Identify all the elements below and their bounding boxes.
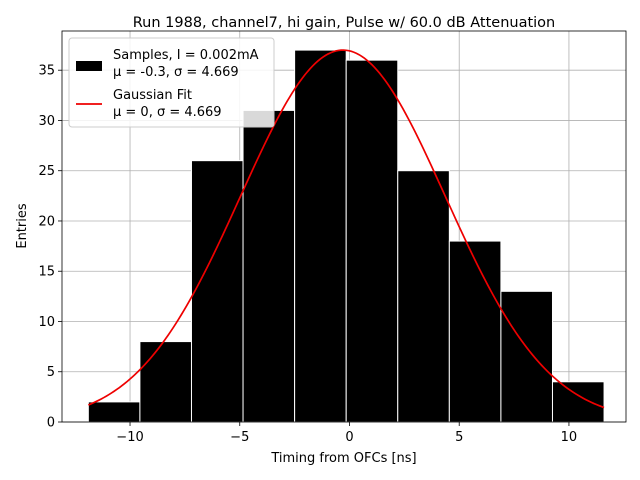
y-tick-label: 5 (47, 365, 55, 380)
legend-fit-label: Gaussian Fit (113, 88, 192, 103)
x-tick-label: 0 (345, 430, 353, 445)
y-tick-label: 35 (38, 64, 55, 79)
legend-swatch-samples (76, 61, 102, 71)
gaussian-fit-curve (87, 49, 605, 409)
histogram-bars (87, 49, 605, 423)
y-tick-label: 30 (38, 114, 55, 129)
y-tick-label: 10 (38, 315, 55, 330)
legend: Samples, I = 0.002mA μ = -0.3, σ = 4.669… (68, 37, 275, 128)
histogram-bar (551, 381, 605, 423)
histogram-bar (190, 160, 244, 423)
y-tick-label: 20 (38, 214, 55, 229)
histogram-bar (139, 341, 192, 423)
x-axis-ticks: −10 −5 0 5 10 (116, 422, 577, 445)
histogram-bar (500, 290, 553, 423)
legend-box (68, 37, 275, 128)
legend-samples-label: Samples, I = 0.002mA (113, 48, 259, 63)
x-tick-label: −10 (116, 430, 143, 445)
y-tick-label: 0 (47, 416, 55, 431)
y-axis-label: Entries (15, 203, 30, 249)
plot-frame (61, 30, 627, 423)
histogram-bar (397, 170, 450, 423)
legend-fit-stats: μ = 0, σ = 4.669 (113, 105, 222, 120)
x-tick-label: −5 (230, 430, 249, 445)
legend-samples-stats: μ = -0.3, σ = 4.669 (113, 65, 239, 80)
y-tick-label: 15 (38, 265, 55, 280)
y-tick-label: 25 (38, 164, 55, 179)
histogram-bar (345, 59, 399, 423)
chart-title: Run 1988, channel7, hi gain, Pulse w/ 60… (133, 15, 556, 31)
histogram-bar (294, 49, 347, 423)
y-axis-ticks: 0 5 10 15 20 25 30 35 (38, 64, 62, 431)
histogram-bar (242, 109, 296, 423)
x-tick-label: 5 (455, 430, 463, 445)
x-tick-label: 10 (561, 430, 578, 445)
x-axis-label: Timing from OFCs [ns] (270, 451, 416, 466)
histogram-bar (87, 401, 141, 423)
histogram-bar (448, 240, 502, 423)
